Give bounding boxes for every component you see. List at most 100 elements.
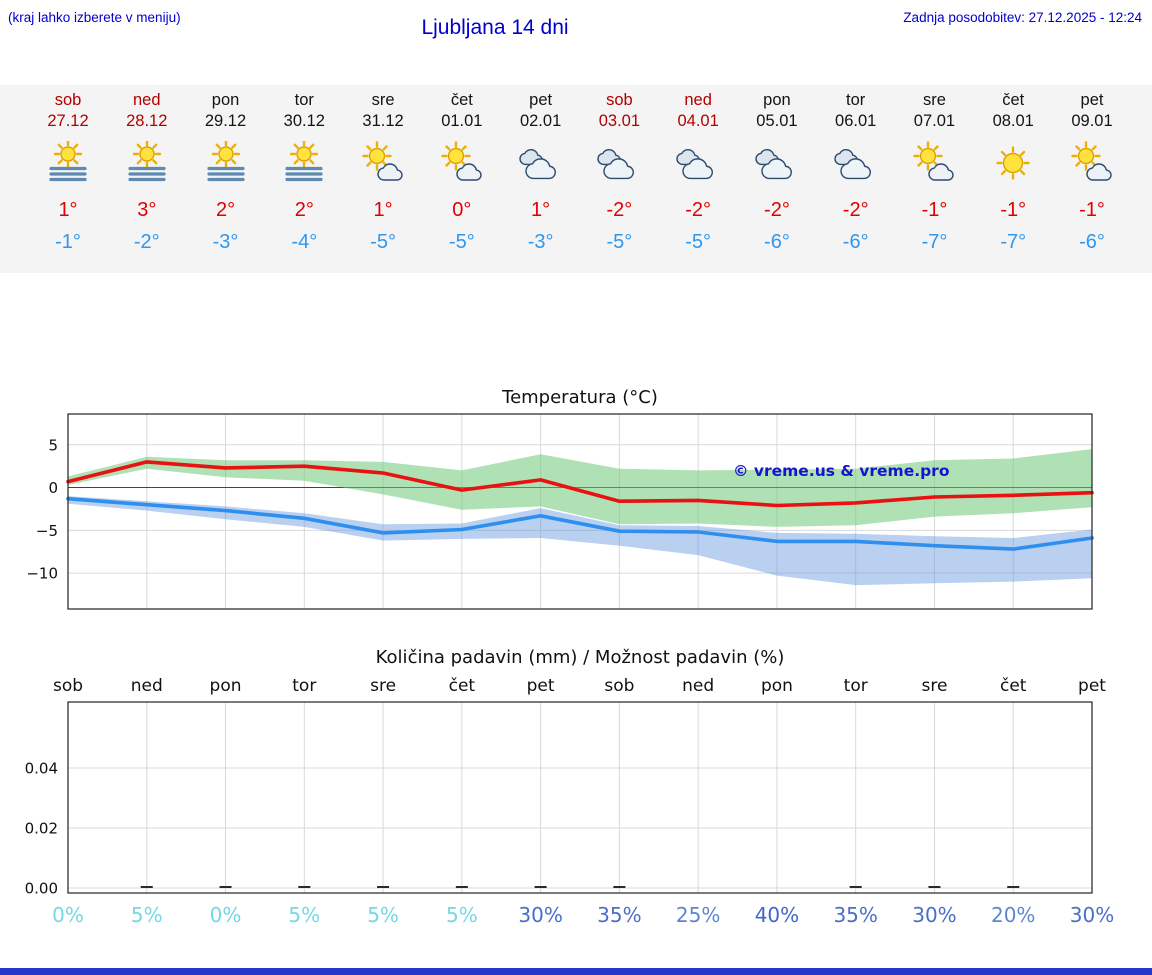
- last-update-text: Zadnja posodobitev: 27.12.2025 - 12:24: [903, 10, 1142, 25]
- max-temperature: -2°: [842, 199, 869, 221]
- x-day-label: tor: [843, 676, 868, 696]
- day-name: ned: [133, 91, 161, 109]
- precipitation-probability: 35%: [597, 903, 642, 927]
- x-day-label: sre: [370, 676, 397, 696]
- day-date: 06.01: [835, 112, 877, 130]
- forecast-strip: sob 27.12 1° -1° ned 28.12 3° -2° pon 29.12 2° -…: [0, 85, 1152, 273]
- x-day-label: sob: [52, 676, 84, 696]
- day-date: 27.12: [47, 112, 89, 130]
- page-title: Ljubljana 14 dni: [421, 16, 569, 39]
- x-day-label: pon: [209, 676, 242, 696]
- min-temperature: -5°: [685, 231, 712, 253]
- max-temperature: -2°: [764, 199, 790, 221]
- precipitation-bar: [1007, 886, 1020, 888]
- sun-fog-icon: [198, 139, 254, 185]
- precipitation-probability: 40%: [754, 903, 800, 927]
- location-menu-hint[interactable]: (kraj lahko izberete v meniju): [8, 10, 181, 25]
- day-date: 07.01: [913, 112, 956, 130]
- day-name: čet: [450, 91, 473, 109]
- y-tick-label: −10: [26, 565, 58, 583]
- day-name: sre: [922, 91, 946, 109]
- forecast-day: pon 05.01 -2° -6°: [737, 91, 817, 269]
- mostly-sunny-icon: [1064, 141, 1120, 185]
- day-date: 03.01: [598, 112, 641, 130]
- min-temperature: -7°: [1000, 231, 1027, 253]
- min-temperature: -2°: [133, 231, 160, 253]
- sun-fog-icon: [40, 139, 96, 185]
- forecast-day: pet 02.01 1° -3°: [501, 91, 581, 269]
- precipitation-bar: [928, 886, 941, 888]
- max-temperature: 2°: [294, 199, 314, 221]
- min-temperature: -6°: [764, 231, 790, 253]
- min-temperature: -5°: [448, 231, 475, 253]
- precipitation-probability: 5%: [445, 903, 478, 927]
- day-name: pon: [211, 91, 240, 109]
- precipitation-probability: 30%: [518, 903, 563, 927]
- precipitation-bar: [140, 886, 153, 888]
- max-temperature: -1°: [921, 199, 948, 221]
- x-day-label: sob: [604, 676, 635, 696]
- day-name: sob: [54, 91, 82, 109]
- day-date: 28.12: [126, 112, 168, 130]
- forecast-day: sre 31.12 1° -5°: [343, 91, 423, 269]
- max-temperature: -2°: [606, 199, 633, 221]
- min-temperature: -3°: [527, 231, 554, 253]
- precipitation-chart: 0.00 0.02 0.04: [25, 701, 1093, 898]
- forecast-day: ned 28.12 3° -2°: [107, 91, 187, 269]
- day-name: tor: [294, 91, 314, 109]
- sun-fog-icon: [276, 139, 332, 185]
- day-date: 02.01: [519, 112, 562, 130]
- forecast-day: tor 06.01 -2° -6°: [816, 91, 896, 269]
- precipitation-probability: 25%: [675, 903, 721, 927]
- day-name: pet: [529, 91, 553, 109]
- precipitation-bar: [377, 886, 390, 888]
- temperature-chart: 5 0 −5 −10 © vreme.us & vreme.pro: [26, 413, 1094, 610]
- x-day-label: pet: [526, 676, 555, 696]
- max-temperature: 1°: [531, 199, 551, 221]
- cloudy-icon: [670, 141, 726, 185]
- precipitation-bar: [534, 886, 547, 888]
- max-temperature: -1°: [1000, 199, 1027, 221]
- day-name: tor: [846, 91, 866, 109]
- precipitation-probability: 0%: [52, 903, 84, 927]
- max-temperature: 1°: [58, 199, 78, 221]
- cloudy-icon: [513, 141, 569, 185]
- temperature-chart-title: Temperatura (°C): [502, 387, 658, 408]
- precipitation-probability: 5%: [130, 903, 163, 927]
- x-day-label: sre: [921, 676, 948, 696]
- max-temperature: -2°: [685, 199, 712, 221]
- precipitation-probability: 5%: [367, 903, 399, 927]
- x-day-label: pet: [1078, 676, 1106, 696]
- precipitation-bar: [849, 886, 862, 888]
- cloudy-icon: [828, 141, 884, 185]
- footer-bar: [0, 968, 1152, 975]
- mostly-sunny-icon: [906, 141, 962, 185]
- forecast-day: sre 07.01 -1° -7°: [894, 91, 974, 269]
- precipitation-probability: 30%: [912, 903, 957, 927]
- day-name: čet: [1002, 91, 1025, 109]
- cloudy-icon: [749, 141, 805, 185]
- sun-fog-icon: [119, 139, 175, 185]
- day-name: pon: [763, 91, 791, 109]
- min-temperature: -7°: [921, 231, 948, 253]
- precipitation-bar: [455, 886, 468, 888]
- x-day-label: čet: [448, 676, 476, 696]
- day-name: sob: [606, 91, 633, 109]
- forecast-day: čet 01.01 0° -5°: [422, 91, 502, 269]
- max-temperature: 3°: [137, 199, 157, 221]
- precipitation-bar: [613, 886, 626, 888]
- day-date: 09.01: [1071, 112, 1113, 130]
- min-temperature: -5°: [606, 231, 633, 253]
- precipitation-probability-row: 0% 5% 0% 5% 5% 5% 30% 35% 25% 40% 35% 30% 20% 30%: [0, 903, 1152, 929]
- precipitation-probability: 20%: [990, 903, 1036, 927]
- precipitation-probability: 0%: [209, 903, 242, 927]
- max-temperature: -1°: [1079, 199, 1105, 221]
- min-temperature: -4°: [291, 231, 318, 253]
- mostly-sunny-icon: [355, 141, 411, 185]
- precipitation-bar: [219, 886, 232, 888]
- forecast-day: pon 29.12 2° -3°: [186, 91, 266, 269]
- forecast-day: sob 03.01 -2° -5°: [579, 91, 659, 269]
- day-date: 04.01: [677, 112, 719, 130]
- max-temperature: 1°: [373, 199, 393, 221]
